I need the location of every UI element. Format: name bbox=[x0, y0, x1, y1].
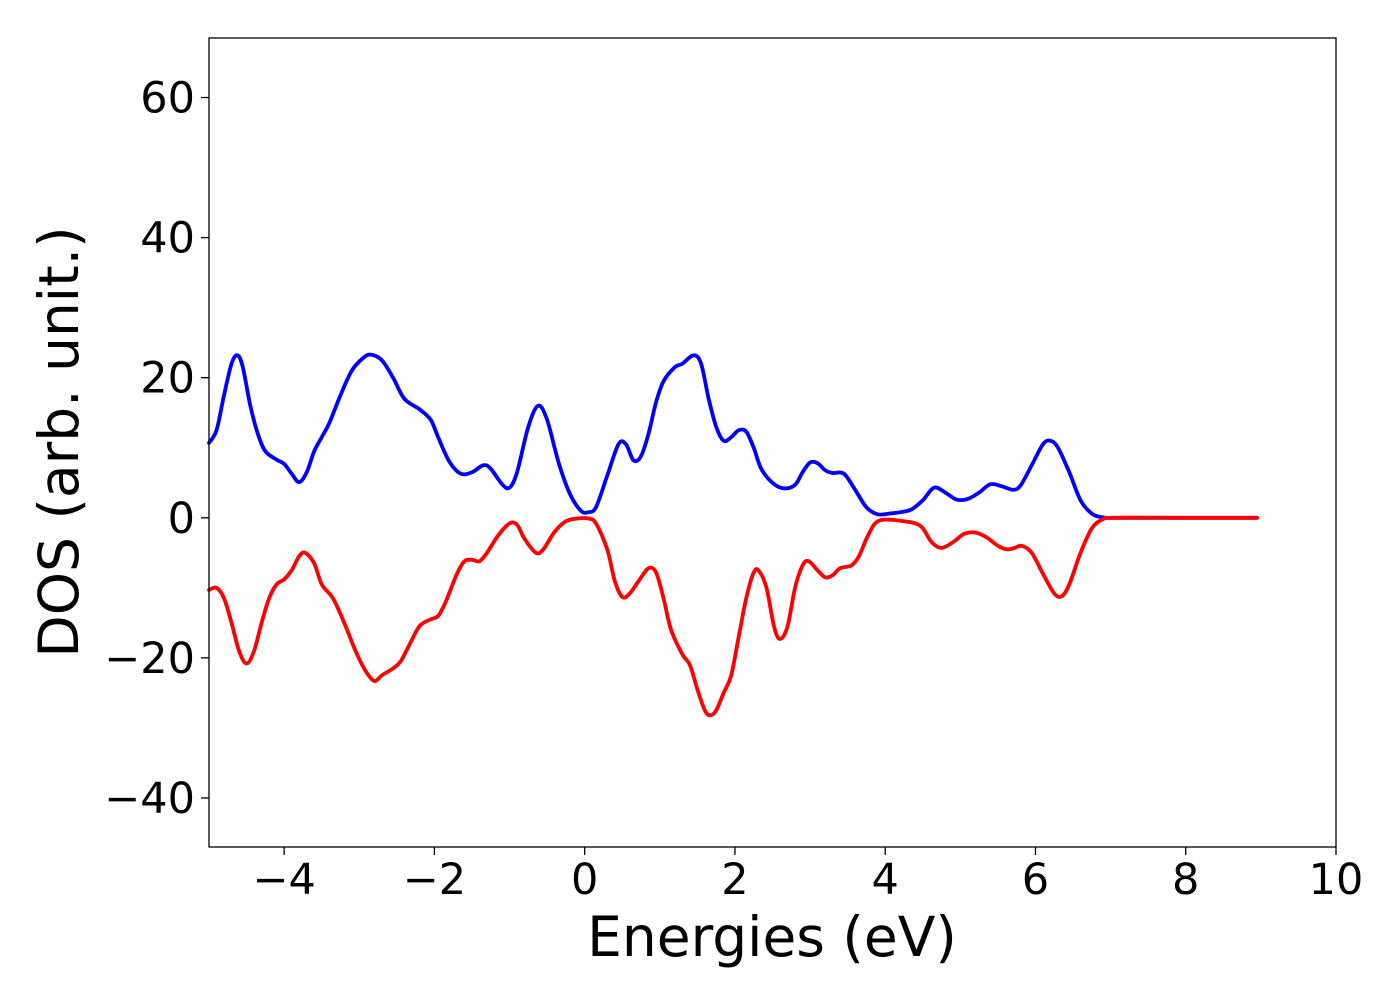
y-tick-label: −20 bbox=[104, 634, 195, 684]
x-tick-label: 4 bbox=[872, 855, 899, 905]
y-axis-ticks: −40 −20 0 20 40 60 bbox=[104, 74, 209, 824]
y-tick-label: 40 bbox=[140, 214, 195, 264]
x-tick-label: 10 bbox=[1309, 855, 1364, 905]
series-line-0 bbox=[207, 352, 1260, 520]
x-tick-label: 6 bbox=[1022, 855, 1049, 905]
y-axis-title: DOS (arb. unit.) bbox=[27, 226, 91, 657]
x-tick-label: −4 bbox=[252, 855, 315, 905]
x-tick-label: −2 bbox=[403, 855, 466, 905]
x-axis-ticks: −4 −2 0 2 4 6 8 10 bbox=[252, 847, 1363, 905]
y-tick-label: 0 bbox=[168, 494, 195, 544]
series-line-1 bbox=[207, 515, 1260, 718]
y-tick-label: 60 bbox=[140, 74, 195, 124]
x-tick-label: 8 bbox=[1172, 855, 1199, 905]
plot-area-frame bbox=[208, 37, 1337, 848]
y-tick-label: −40 bbox=[104, 774, 195, 824]
y-tick-label: 20 bbox=[140, 354, 195, 404]
x-axis-title: Energies (eV) bbox=[587, 905, 957, 969]
x-tick-label: 0 bbox=[571, 855, 598, 905]
x-tick-label: 2 bbox=[721, 855, 748, 905]
series-layer bbox=[207, 352, 1260, 718]
